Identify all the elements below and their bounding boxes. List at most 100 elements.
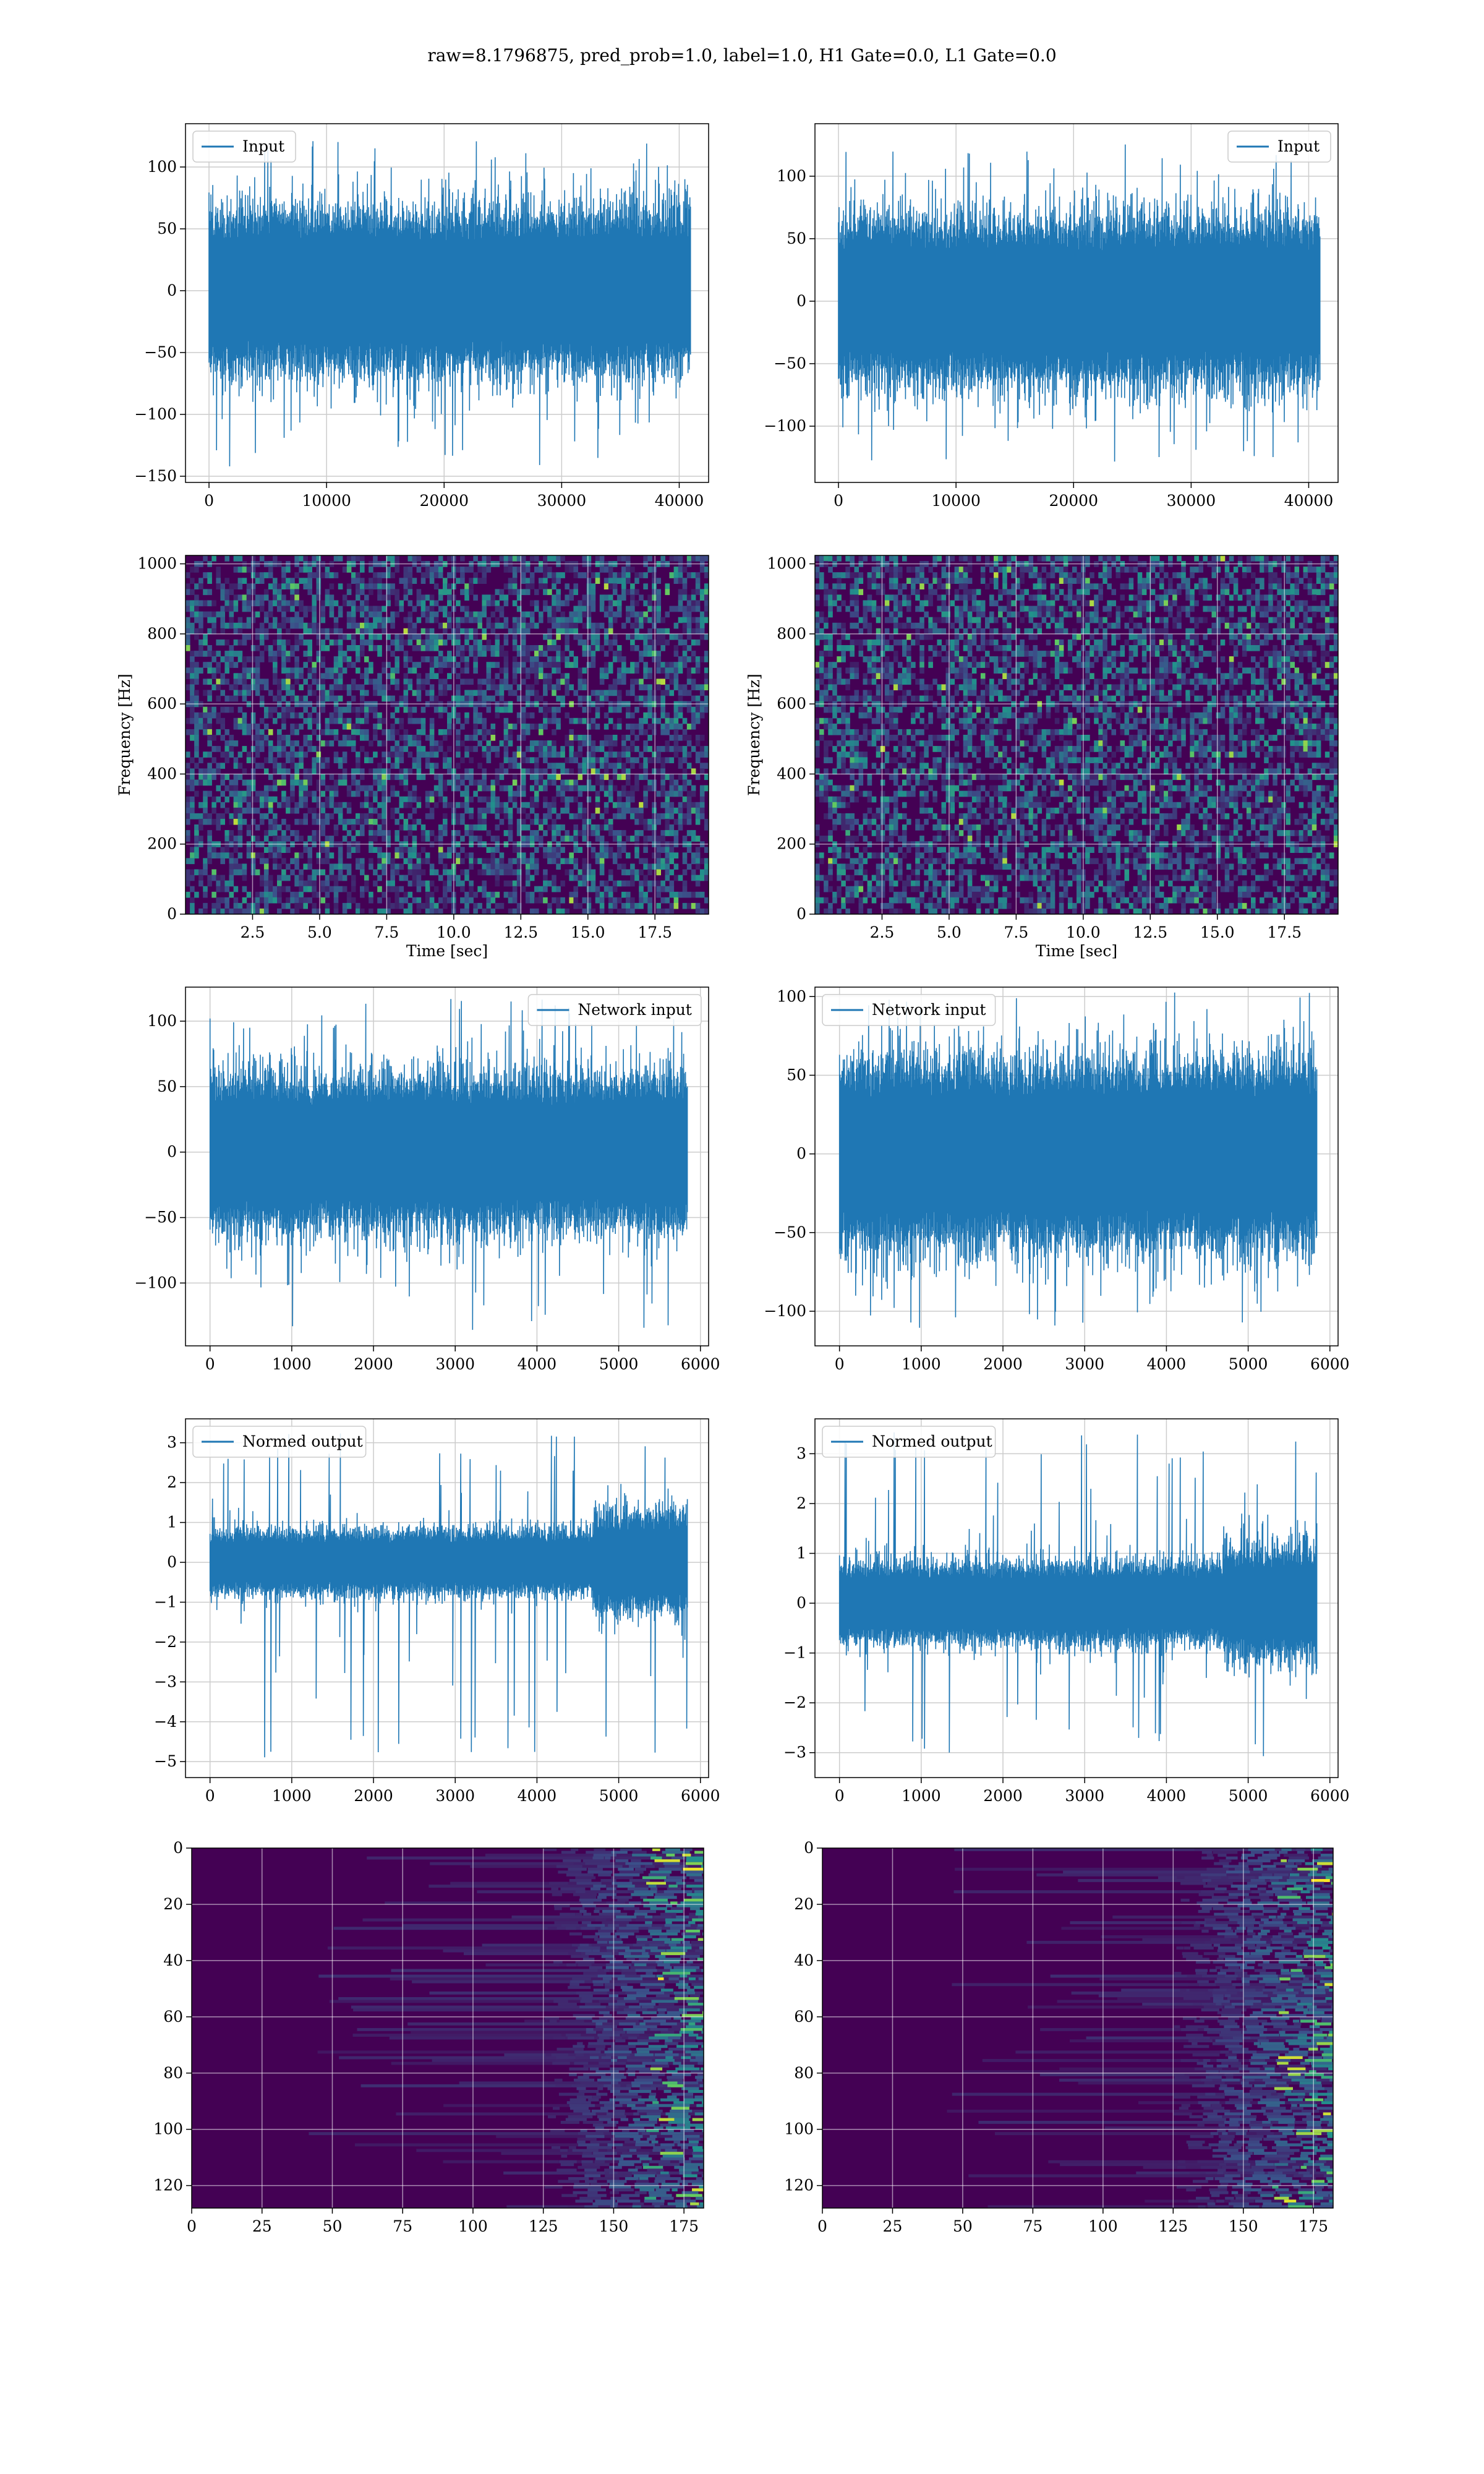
heatmap-cell [386, 673, 391, 679]
heatmap-cell [529, 617, 535, 623]
heatmap-cell [255, 723, 260, 730]
heatmap-cell [699, 656, 705, 662]
heatmap-cell [263, 678, 269, 685]
heatmap-cell [382, 690, 386, 696]
heatmap-cell [342, 740, 348, 747]
heatmap-cell [591, 662, 596, 668]
heatmap-cell [273, 891, 278, 898]
heatmap-cell [294, 740, 299, 747]
heatmap-cell [595, 639, 600, 646]
heatmap-cell [508, 796, 513, 803]
heatmap-cell [678, 763, 683, 769]
heatmap-cell [320, 886, 326, 892]
heatmap-cell [547, 740, 552, 747]
heatmap-cell [482, 678, 487, 685]
heatmap-cell [469, 863, 474, 870]
heatmap-cell [599, 869, 605, 876]
heatmap-cell [425, 617, 430, 623]
heatmap-cell [281, 751, 286, 758]
heatmap-cell [634, 695, 639, 702]
heatmap-cell [884, 684, 890, 691]
heatmap-cell [578, 678, 583, 685]
heatmap-cell [595, 852, 600, 858]
heatmap-cell [473, 717, 478, 724]
heatmap-cell [490, 729, 496, 735]
heatmap-cell [460, 589, 465, 596]
heatmap-cell [233, 774, 239, 781]
heatmap-cell [299, 802, 304, 808]
heatmap-cell [565, 622, 569, 629]
heatmap-cell [460, 651, 465, 657]
heatmap-cell [556, 847, 561, 853]
heatmap-cell [552, 836, 556, 842]
heatmap-cell [845, 824, 850, 831]
heatmap-cell [233, 836, 239, 842]
heatmap-cell [416, 645, 422, 651]
heatmap-cell [469, 578, 474, 584]
heatmap-cell [312, 729, 317, 735]
heatmap-cell [582, 594, 587, 601]
heatmap-cell [194, 729, 199, 735]
heatmap-cell [695, 622, 701, 629]
heatmap-cell [521, 656, 526, 662]
heatmap-cell [281, 830, 286, 836]
heatmap-cell [477, 645, 482, 651]
heatmap-cell [438, 662, 443, 668]
heatmap-cell [438, 746, 443, 752]
heatmap-cell [399, 606, 404, 612]
heatmap-cell [273, 858, 278, 865]
heatmap-cell [534, 667, 539, 674]
heatmap-cell [290, 695, 295, 702]
heatmap-cell [556, 684, 561, 691]
heatmap-cell [686, 796, 692, 803]
heatmap-cell [477, 678, 482, 685]
heatmap-cell [508, 880, 513, 887]
heatmap-cell [211, 628, 216, 635]
heatmap-cell [447, 717, 452, 724]
heatmap-cell [573, 662, 578, 668]
heatmap-cell [394, 807, 399, 814]
heatmap-cell [603, 774, 609, 781]
heatmap-cell [630, 757, 635, 763]
heatmap-cell [394, 611, 399, 618]
heatmap-cell [438, 729, 443, 735]
heatmap-cell [237, 807, 243, 814]
heatmap-cell [621, 774, 626, 781]
heatmap-cell [255, 746, 260, 752]
heatmap-cell [356, 628, 360, 635]
heatmap-cell [407, 830, 413, 836]
heatmap-cell [495, 774, 500, 781]
heatmap-cell [316, 594, 322, 601]
heatmap-cell [837, 717, 842, 724]
heatmap-cell [608, 746, 613, 752]
heatmap-cell [612, 684, 618, 691]
heatmap-cell [832, 712, 837, 719]
heatmap-cell [316, 639, 322, 646]
heatmap-cell [586, 751, 592, 758]
heatmap-cell [290, 622, 295, 629]
heatmap-cell [704, 706, 709, 713]
heatmap-cell [268, 611, 273, 618]
heatmap-cell [595, 836, 600, 842]
heatmap-cell [277, 875, 282, 881]
heatmap-cell [394, 639, 399, 646]
heatmap-cell [250, 902, 256, 909]
heatmap-cell [656, 880, 661, 887]
heatmap-cell [699, 706, 705, 713]
heatmap-cell [403, 589, 409, 596]
heatmap-cell [630, 594, 635, 601]
heatmap-cell [871, 678, 877, 685]
heatmap-cell [307, 639, 312, 646]
heatmap-cell [369, 633, 373, 640]
heatmap-cell [686, 863, 692, 870]
heatmap-cell [699, 891, 705, 898]
heatmap-cell [573, 656, 578, 662]
heatmap-cell [473, 891, 478, 898]
heatmap-cell [190, 695, 195, 702]
heatmap-cell [216, 567, 221, 573]
heatmap-cell [634, 836, 639, 842]
heatmap-cell [884, 628, 890, 635]
heatmap-cell [552, 818, 556, 825]
heatmap-cell [433, 572, 439, 578]
